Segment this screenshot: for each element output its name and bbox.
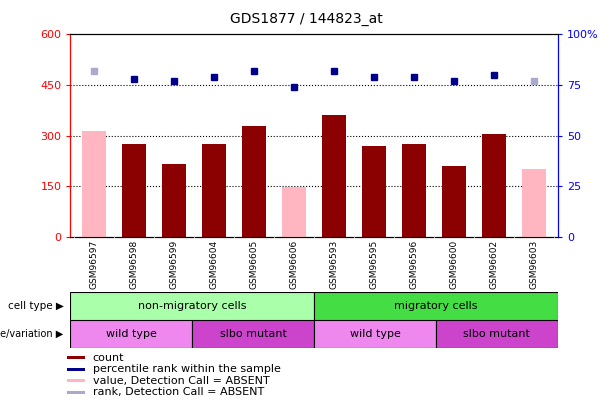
Bar	[442, 166, 466, 237]
Bar	[123, 144, 147, 237]
Bar	[282, 187, 306, 237]
Bar	[436, 320, 558, 348]
Text: GDS1877 / 144823_at: GDS1877 / 144823_at	[230, 12, 383, 26]
Text: GSM96596: GSM96596	[409, 240, 419, 289]
Bar	[67, 391, 85, 394]
Text: GSM96605: GSM96605	[249, 240, 259, 289]
Text: GSM96600: GSM96600	[449, 240, 459, 289]
Bar	[482, 134, 506, 237]
Text: GSM96593: GSM96593	[330, 240, 338, 289]
Text: non-migratory cells: non-migratory cells	[138, 301, 246, 311]
Bar	[322, 115, 346, 237]
Bar	[83, 130, 107, 237]
Bar	[70, 320, 192, 348]
Text: wild type: wild type	[106, 329, 157, 339]
Text: GSM96598: GSM96598	[130, 240, 139, 289]
Bar	[192, 320, 314, 348]
Text: GSM96602: GSM96602	[489, 240, 498, 289]
Bar	[202, 144, 226, 237]
Bar	[67, 368, 85, 371]
Text: percentile rank within the sample: percentile rank within the sample	[93, 364, 280, 374]
Bar	[314, 292, 558, 320]
Text: genotype/variation ▶: genotype/variation ▶	[0, 329, 64, 339]
Text: cell type ▶: cell type ▶	[7, 301, 64, 311]
Text: GSM96606: GSM96606	[290, 240, 299, 289]
Bar	[314, 320, 436, 348]
Text: GSM96604: GSM96604	[210, 240, 219, 289]
Text: rank, Detection Call = ABSENT: rank, Detection Call = ABSENT	[93, 387, 264, 397]
Text: migratory cells: migratory cells	[394, 301, 478, 311]
Text: GSM96599: GSM96599	[170, 240, 179, 289]
Bar	[70, 292, 314, 320]
Bar	[522, 169, 546, 237]
Text: GSM96595: GSM96595	[370, 240, 379, 289]
Text: slbo mutant: slbo mutant	[220, 329, 287, 339]
Text: GSM96597: GSM96597	[90, 240, 99, 289]
Bar	[402, 144, 426, 237]
Bar	[67, 356, 85, 359]
Text: value, Detection Call = ABSENT: value, Detection Call = ABSENT	[93, 376, 269, 386]
Bar	[162, 164, 186, 237]
Text: count: count	[93, 353, 124, 362]
Text: wild type: wild type	[349, 329, 400, 339]
Bar	[242, 126, 266, 237]
Text: slbo mutant: slbo mutant	[463, 329, 530, 339]
Text: GSM96603: GSM96603	[530, 240, 538, 289]
Bar	[67, 379, 85, 382]
Bar	[362, 146, 386, 237]
